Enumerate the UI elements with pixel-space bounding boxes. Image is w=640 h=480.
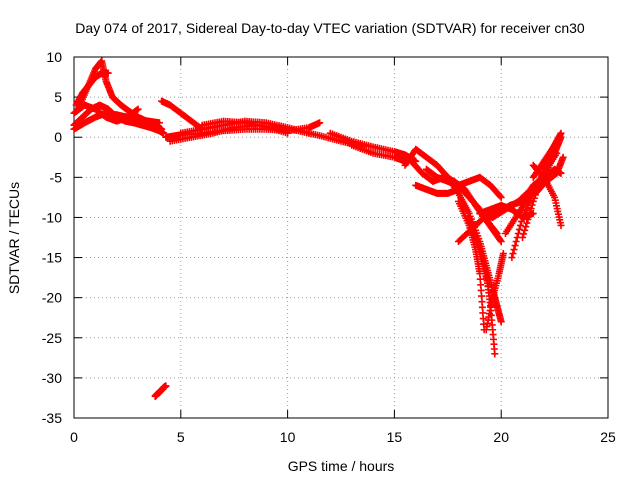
x-tick-label: 15	[387, 429, 403, 445]
data-point	[316, 119, 324, 127]
data-point	[529, 209, 537, 217]
series-arc-32	[151, 382, 170, 400]
y-tick-label: -25	[42, 330, 62, 346]
data-point	[529, 197, 537, 205]
data-point	[528, 201, 536, 209]
data-point	[522, 223, 530, 231]
data-point	[523, 219, 531, 227]
data-point	[160, 129, 168, 137]
series-arc-5	[70, 109, 163, 133]
data-point	[162, 382, 170, 390]
data-point	[511, 242, 519, 250]
data-point	[521, 226, 529, 234]
y-axis-label: SDTVAR / TECUs	[6, 182, 22, 294]
chart-title: Day 074 of 2017, Sidereal Day-to-day VTE…	[75, 20, 585, 36]
plot-frame	[73, 56, 609, 419]
data-point	[524, 215, 532, 223]
data-point	[497, 193, 505, 201]
x-tick-label: 10	[280, 429, 296, 445]
data-point	[510, 246, 518, 254]
y-tick-label: -35	[42, 410, 62, 426]
data-point	[497, 238, 505, 246]
data-point	[158, 125, 166, 133]
x-tick-label: 5	[177, 429, 185, 445]
y-tick-label: -5	[50, 169, 63, 185]
y-tick-label: 10	[46, 49, 62, 65]
y-tick-label: -20	[42, 290, 62, 306]
data-point	[509, 250, 517, 258]
data-point	[530, 194, 538, 202]
data-point	[155, 119, 163, 127]
data-point	[508, 254, 516, 262]
data-point	[284, 129, 292, 137]
grid-lines	[74, 57, 608, 418]
series-arc-15	[422, 165, 505, 201]
data-point	[516, 221, 524, 229]
x-tick-label: 20	[493, 429, 509, 445]
data-point	[104, 69, 112, 77]
x-tick-labels: 0 5 10 15 20 25	[70, 429, 616, 445]
data-point	[525, 212, 533, 220]
y-tick-label: 5	[54, 89, 62, 105]
data-point	[517, 217, 525, 225]
data-point	[496, 236, 504, 244]
data-point	[515, 225, 523, 233]
data-point	[526, 208, 534, 216]
x-tick-label: 0	[70, 429, 78, 445]
data-point	[499, 250, 507, 258]
data-point	[134, 105, 142, 113]
series-arc-4	[72, 69, 112, 109]
series-arc-31	[531, 153, 567, 197]
data-point	[491, 350, 499, 358]
data-point	[497, 318, 505, 326]
data-point	[520, 230, 528, 238]
data-point	[496, 192, 504, 200]
data-point	[557, 129, 565, 137]
series-arc-10	[198, 117, 292, 137]
data-point	[557, 221, 565, 229]
y-tick-label: -15	[42, 250, 62, 266]
data-point	[519, 234, 527, 241]
data-point	[133, 106, 141, 114]
series-arc-21	[482, 250, 507, 334]
data-point	[559, 153, 567, 161]
data-point	[484, 282, 492, 290]
data-point	[527, 205, 535, 213]
x-tick-label: 25	[600, 429, 616, 445]
data-point	[512, 238, 520, 246]
y-tick-labels: 10 5 0 -5 -10 -15 -20 -25 -30 -35	[42, 49, 62, 426]
y-tick-label: -30	[42, 370, 62, 386]
x-axis-label: GPS time / hours	[288, 458, 395, 474]
data-points	[70, 57, 567, 400]
y-tick-label: 0	[54, 129, 62, 145]
y-tick-label: -10	[42, 209, 62, 225]
